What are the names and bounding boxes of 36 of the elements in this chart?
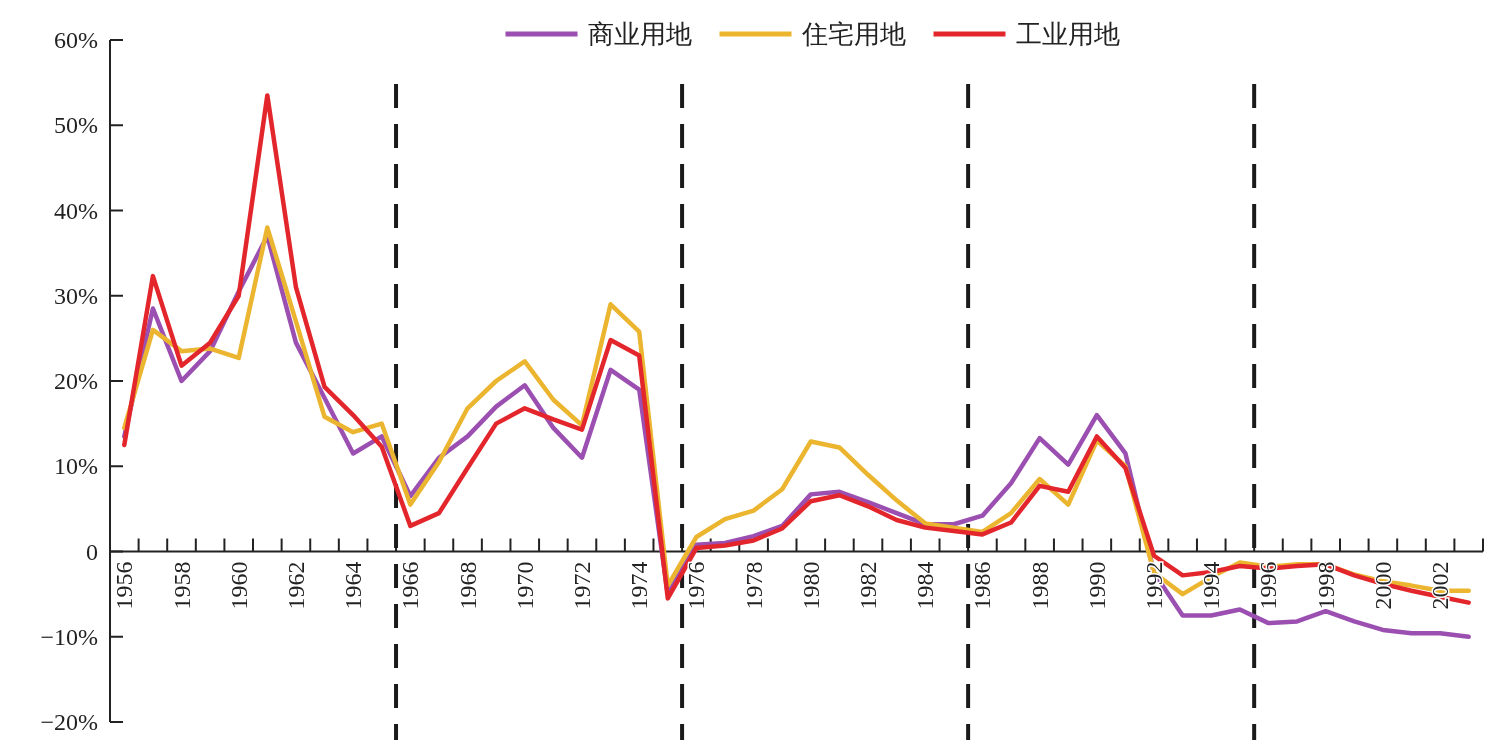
y-tick-label: 60% (54, 27, 98, 53)
x-tick-label: 1994 (1198, 561, 1225, 610)
x-tick-label: 1960 (225, 561, 252, 610)
x-tick-label: 1982 (855, 561, 882, 610)
y-tick-label: 0 (86, 538, 98, 565)
legend-label: 工业用地 (1015, 19, 1120, 49)
x-tick-label: 1992 (1141, 561, 1168, 610)
x-tick-label: 1972 (568, 561, 595, 610)
x-tick-label: 2000 (1369, 561, 1396, 610)
x-tick-label: 1968 (454, 561, 481, 610)
x-tick-label: 1966 (397, 561, 424, 610)
x-tick-label: 1990 (1083, 561, 1110, 610)
y-tick-label: −20% (40, 709, 98, 735)
x-tick-label: 1988 (1026, 561, 1053, 610)
x-tick-label: 1996 (1255, 561, 1282, 610)
x-tick-label: 1974 (626, 561, 653, 610)
x-tick-label: 1956 (111, 561, 138, 610)
y-tick-label: 10% (54, 453, 98, 480)
y-tick-label: 30% (54, 282, 98, 309)
legend-label: 住宅用地 (800, 19, 906, 49)
y-tick-label: 20% (54, 368, 98, 394)
x-tick-label: 1958 (168, 561, 195, 610)
y-tick-label: 50% (54, 112, 98, 139)
x-tick-label: 1980 (797, 561, 824, 610)
x-tick-label: 1998 (1312, 561, 1339, 610)
x-tick-label: 1964 (340, 561, 367, 610)
y-tick-label: −10% (40, 623, 98, 650)
x-tick-label: 1976 (683, 561, 710, 610)
x-tick-label: 1962 (282, 561, 309, 610)
x-tick-label: 2002 (1427, 561, 1454, 610)
x-tick-label: 1984 (912, 561, 939, 610)
y-tick-label: 40% (54, 197, 98, 224)
legend-label: 商业用地 (587, 19, 692, 49)
x-tick-label: 1970 (511, 561, 538, 610)
x-tick-label: 1986 (969, 561, 996, 610)
x-tick-label: 1978 (740, 561, 767, 610)
